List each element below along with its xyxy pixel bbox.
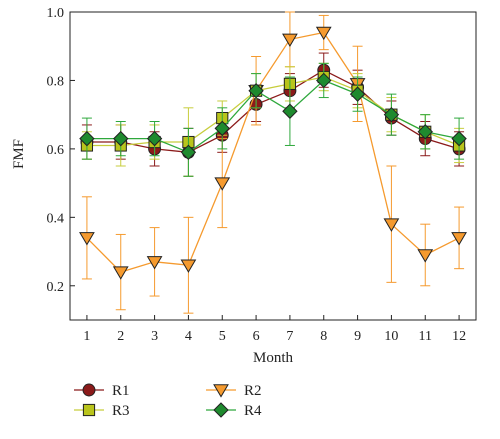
series-line-r2 <box>86 31 460 273</box>
x-tick-label: 9 <box>354 329 361 344</box>
point-r2 <box>282 33 298 48</box>
point-r4 <box>417 124 433 140</box>
y-tick-label: 1.0 <box>47 6 65 21</box>
x-tick-label: 4 <box>185 329 192 344</box>
legend-marker-r1 <box>82 383 96 397</box>
x-tick-label: 1 <box>83 329 90 344</box>
legend-label-r1: R1 <box>112 383 130 399</box>
y-tick-label: 0.8 <box>47 74 65 89</box>
legend-label-r3: R3 <box>112 403 130 419</box>
point-r4 <box>214 120 230 137</box>
x-tick-label: 5 <box>219 329 226 344</box>
series-line-r1 <box>86 69 460 153</box>
x-tick-label: 11 <box>419 329 432 344</box>
x-tick-label: 2 <box>117 329 124 344</box>
point-r2 <box>417 249 434 263</box>
point-r2 <box>112 266 129 280</box>
plot-border <box>69 11 477 321</box>
legend-marker-r3 <box>82 403 96 417</box>
legend-item-r1: R1 <box>74 383 130 399</box>
x-tick-label: 7 <box>286 329 293 344</box>
x-tick-label: 10 <box>384 329 398 344</box>
point-r4 <box>451 130 467 147</box>
x-tick-label: 6 <box>253 329 260 344</box>
legend-marker-r2 <box>213 384 229 398</box>
point-r2 <box>315 26 332 41</box>
point-r4 <box>248 83 264 99</box>
series-line-r3 <box>86 76 460 147</box>
point-r4 <box>282 103 298 119</box>
point-r2 <box>214 177 231 191</box>
point-r4 <box>383 106 400 123</box>
point-r4 <box>146 130 163 147</box>
x-tick-label: 12 <box>452 329 466 344</box>
plot-frame <box>69 11 477 321</box>
series-r2 <box>79 11 467 314</box>
point-r4 <box>316 72 332 89</box>
point-r4 <box>113 130 129 147</box>
legend-item-r3: R3 <box>74 403 130 419</box>
point-r2 <box>180 259 197 273</box>
legend-label-r4: R4 <box>244 403 262 419</box>
legend: R1 R3 R2 R4 <box>74 383 262 419</box>
legend-item-r4: R4 <box>206 402 262 419</box>
y-tick-label: 0.4 <box>47 211 65 226</box>
legend-item-r2: R2 <box>206 383 262 399</box>
x-axis-title: Month <box>253 350 294 366</box>
series-r3 <box>80 62 466 177</box>
point-r2 <box>146 256 163 270</box>
point-r4 <box>79 130 95 147</box>
axes: 0.20.40.60.81.01 2 3 4 5 6 7 8 9 10 11 12 <box>47 6 467 344</box>
series-line-r4 <box>86 79 460 154</box>
y-tick-label: 0.6 <box>47 143 65 158</box>
point-r4 <box>180 144 197 161</box>
series-layer <box>79 11 467 314</box>
y-tick-label: 0.2 <box>47 280 65 295</box>
series-r1 <box>80 52 466 177</box>
legend-label-r2: R2 <box>244 383 262 399</box>
point-r2 <box>451 232 467 246</box>
x-tick-label: 3 <box>151 329 158 344</box>
x-tick-label: 8 <box>320 329 327 344</box>
point-r2 <box>383 218 400 232</box>
point-r2 <box>79 232 95 246</box>
series-r4 <box>79 62 467 177</box>
y-axis-title: FMF <box>11 139 27 169</box>
legend-marker-r4 <box>213 402 229 418</box>
point-r4 <box>349 86 366 102</box>
